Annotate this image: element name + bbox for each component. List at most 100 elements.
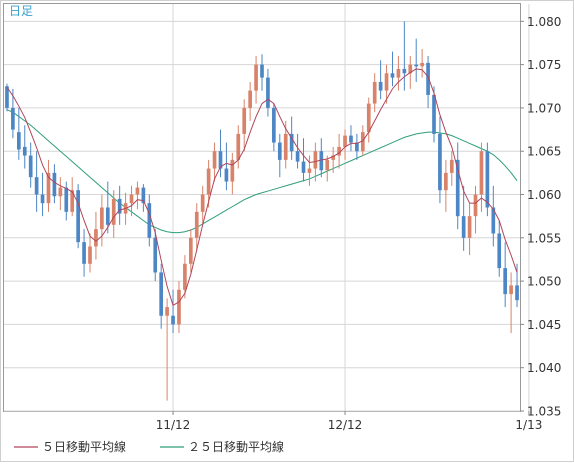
candle-up: [100, 207, 104, 230]
candle-up: [135, 187, 140, 195]
candle-down: [159, 272, 164, 316]
candle-up: [177, 289, 181, 325]
candle-down: [426, 62, 430, 95]
candle-up: [473, 194, 478, 217]
candle-down: [28, 155, 33, 178]
candle-up: [70, 190, 75, 212]
candle-down: [40, 194, 45, 204]
ma25-line: [6, 109, 518, 234]
y-tick-label: 1.080: [527, 15, 561, 29]
candle-down: [11, 107, 15, 130]
legend: ５日移動平均線 ２５日移動平均線: [14, 439, 284, 454]
candle-up: [479, 151, 484, 195]
candle-down: [76, 190, 80, 243]
candle-up: [254, 64, 258, 91]
candle-up: [307, 168, 312, 173]
candle-down: [432, 94, 436, 134]
x-tick-label: 12/12: [328, 418, 363, 432]
candle-up: [449, 159, 454, 173]
candle-down: [52, 172, 57, 197]
y-tick-label: 1.040: [527, 361, 561, 375]
candle-up: [165, 307, 169, 316]
candle-up: [94, 229, 98, 247]
candle-down: [64, 187, 69, 212]
candle-down: [515, 285, 519, 301]
candle-up: [283, 133, 288, 160]
ma5-layer: [6, 68, 518, 307]
candle-up: [242, 107, 247, 134]
candle-up: [366, 103, 371, 133]
candle-up: [372, 81, 377, 104]
candle-up: [360, 132, 365, 152]
candle-down: [218, 151, 223, 169]
candle-down: [5, 86, 9, 108]
candle-down: [497, 233, 502, 269]
candle-up: [331, 155, 336, 160]
candle-up: [384, 73, 389, 91]
candle-down: [295, 151, 300, 162]
candle-down: [455, 159, 460, 217]
candle-down: [491, 207, 496, 234]
candle-down: [153, 237, 158, 273]
candle-down: [349, 135, 353, 143]
candle-down: [414, 64, 419, 67]
legend-ma5-label: ５日移動平均線: [42, 439, 126, 454]
candle-up: [111, 198, 116, 225]
candle-down: [141, 187, 146, 204]
candle-down: [224, 168, 229, 182]
y-tick-label: 1.050: [527, 275, 561, 289]
candle-down: [277, 142, 282, 160]
candle-down: [461, 216, 466, 238]
y-tick-label: 1.055: [527, 231, 561, 245]
y-tick-label: 1.045: [527, 318, 561, 332]
candle-down: [402, 68, 407, 74]
candle-up: [88, 246, 92, 264]
candle-up: [129, 194, 134, 204]
candle-up: [236, 133, 241, 160]
y-tick-label: 1.060: [527, 188, 561, 202]
candle-down: [82, 242, 86, 264]
candle-up: [444, 172, 448, 191]
ma25-layer: [6, 109, 518, 234]
y-tick-label: 1.075: [527, 58, 561, 72]
candle-down: [355, 142, 359, 152]
candle-up: [248, 90, 252, 108]
candle-up: [46, 172, 51, 204]
x-tick-label: 11/12: [156, 418, 191, 432]
timeframe-label: 日足: [9, 4, 33, 18]
candle-up: [200, 194, 205, 212]
candle-up: [212, 151, 217, 169]
candle-up: [396, 68, 401, 78]
candle-up: [313, 151, 318, 169]
candle-up: [337, 146, 341, 156]
candle-down: [117, 198, 122, 214]
candle-up: [183, 263, 187, 290]
candle-down: [485, 151, 490, 208]
candle-down: [378, 81, 383, 91]
candle-up: [188, 237, 193, 264]
candle-down: [272, 107, 276, 143]
candle-up: [343, 135, 347, 147]
candle-down: [319, 151, 324, 171]
y-axis-ticks: 1.080 1.075 1.070 1.065 1.060 1.055 1.050 1.045…: [520, 15, 561, 419]
candle-up: [194, 211, 199, 238]
candle-down: [503, 268, 508, 295]
candle-up: [325, 159, 330, 171]
candle-up: [467, 216, 472, 238]
candle-down: [289, 133, 294, 152]
candle-down: [171, 315, 175, 325]
candle-down: [34, 177, 39, 195]
candle-down: [390, 73, 395, 78]
candle-down: [105, 207, 110, 225]
candle-down: [22, 146, 27, 156]
candle-up: [509, 285, 513, 295]
y-tick-label: 1.070: [527, 101, 561, 115]
candle-up: [420, 62, 424, 67]
candle-up: [206, 168, 211, 195]
candle-down: [16, 132, 21, 150]
legend-ma25-label: ２５日移動平均線: [188, 439, 284, 454]
x-tick-label: 1/13: [515, 418, 542, 432]
